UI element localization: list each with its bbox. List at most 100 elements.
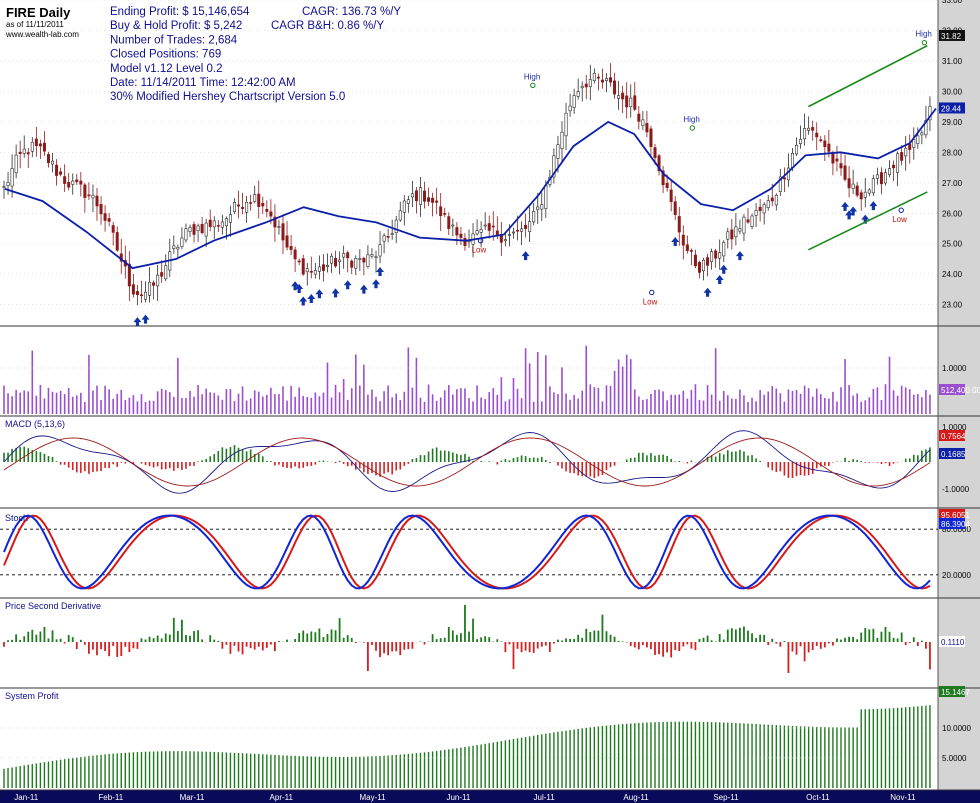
pivot-low-label: Low [643,297,658,306]
candle-body [613,80,617,95]
candle-body [807,127,811,131]
candle-body [556,144,560,159]
buy-arrow [671,237,680,247]
candle-body [754,210,758,216]
candle-body [160,272,164,277]
buy-arrow [291,281,300,291]
candle-body [746,219,750,223]
candle-body [196,225,200,231]
candle-body [487,223,491,231]
stoch-title: Stoch [5,513,28,523]
candle-body [621,92,625,100]
buy-arrow [343,280,352,290]
system-profit-last-label: 15.1467 [941,688,970,697]
candle-body [398,210,402,221]
stoch-k-last-label: 86.3904 [941,520,970,529]
candle-body [819,139,823,141]
stat-line: Buy & Hold Profit: $ 5,242 [110,20,242,32]
website-label: www.wealth-lab.com [5,30,79,39]
candle-body [354,258,358,269]
buy-arrow [841,201,850,211]
candle-body [588,79,592,87]
buy-arrow [372,279,380,289]
candle-body [245,202,249,213]
candle-body [790,153,794,168]
candle-body [67,182,71,188]
candle-body [382,235,386,242]
candle-body [609,77,613,83]
candle-body [863,191,867,198]
stoch-k-line [3,514,931,590]
ma-last-label: 29.44 [941,104,962,113]
candle-body [2,186,6,188]
macd-tick-label: -1.0000 [942,485,970,494]
candle-body [204,222,208,237]
price-tick-label: 31.00 [942,57,963,66]
candle-body [750,215,754,227]
stoch-tick-label: 80.0000 [942,525,971,534]
stat-line: Model v1.12 Level 0.2 [110,63,223,75]
candle-body [334,258,338,267]
last-price-label-box [939,29,965,41]
candle-body [418,187,422,205]
candle-body [528,221,532,233]
candle-body [693,254,697,267]
candle-body [71,180,75,185]
buy-arrow [845,210,854,220]
candle-body [770,197,774,202]
pivot-marker [649,289,655,296]
candle-body [156,274,160,287]
month-label: Aug-11 [623,793,649,802]
candle-body [350,260,354,268]
macd-histogram [3,445,931,479]
candle-body [330,255,334,264]
candle-body [491,225,495,228]
price-tick-label: 25.00 [942,240,963,249]
stat-line: 30% Modified Hershey Chartscript Version… [110,91,345,103]
macd-last-label: 0.7564 [941,432,966,441]
ma-last-label-box [939,102,965,114]
buy-arrow [376,267,385,277]
candle-body [237,204,241,207]
candle-body [212,220,216,228]
candle-body [6,181,10,186]
candle-body [928,106,932,121]
candle-body [241,207,245,209]
stoch-k-last-label-box [939,518,965,529]
candle-body [257,193,261,207]
candle-body [871,178,875,194]
candle-body [362,257,366,263]
candle-body [592,72,596,82]
trend-channel-line [808,191,928,251]
candle-body [402,200,406,213]
candle-body [835,158,839,162]
candle-body [641,119,645,126]
candle-body [172,245,176,249]
candle-body [321,264,325,271]
candle-body [855,185,859,196]
trend-channel-line [808,44,928,108]
second-derivative-last-label: 0.1110 [941,638,965,647]
price-tick-label: 30.00 [942,87,963,96]
candle-body [888,168,892,176]
buy-arrow [331,288,340,298]
pivot-high-label: High [683,115,699,124]
month-label: Apr-11 [270,793,294,802]
candle-body [346,252,350,259]
candle-body [544,185,548,209]
symbol-title: FIRE Daily [6,5,71,20]
candle-body [103,213,107,221]
candle-body [516,229,520,232]
candle-body [455,227,459,236]
candle-body [520,228,524,232]
candle-body [758,206,762,211]
candle-body [867,189,871,194]
buy-arrow [299,296,308,306]
candle-body [738,228,742,232]
price-tick-label: 33.00 [942,0,963,5]
pivot-marker [530,82,536,89]
candle-body [576,91,580,97]
chart-header: FIRE Daily as of 11/11/2011 www.wealth-l… [5,5,401,103]
candle-body [653,147,657,158]
buy-arrow [133,317,142,327]
